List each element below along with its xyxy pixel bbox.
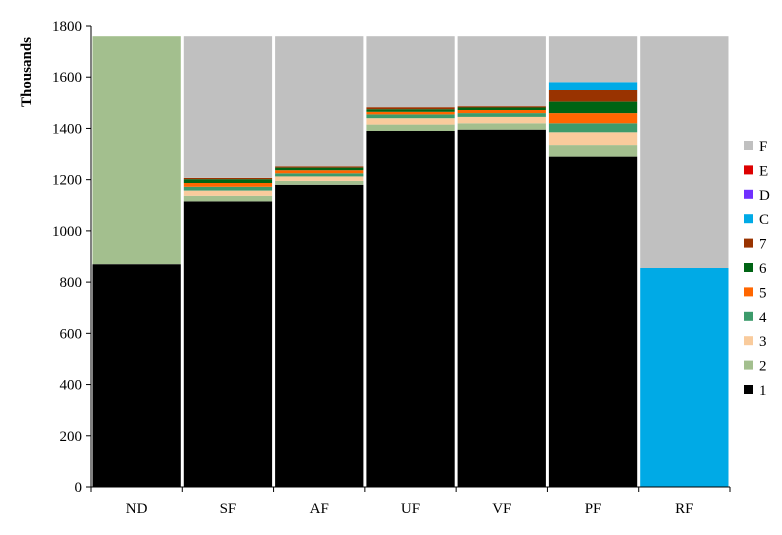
- legend-swatch-e: [744, 165, 753, 175]
- bar-segment-pf-series-2: [548, 145, 638, 157]
- legend-swatch-5: [744, 287, 753, 297]
- legend-label-2: 2: [759, 359, 767, 375]
- y-tick-label: 600: [60, 326, 83, 342]
- legend-swatch-f: [744, 141, 753, 150]
- legend-swatch-7: [744, 238, 753, 248]
- legend-label-6: 6: [759, 261, 767, 277]
- bar-segment-uf-series-4: [366, 114, 455, 119]
- x-tick-label-uf: UF: [401, 501, 420, 517]
- bar-segment-pf-series-c: [548, 82, 638, 90]
- legend-swatch-3: [744, 336, 753, 346]
- bar-segment-pf-series-1: [548, 156, 638, 487]
- bar-segment-nd-series-2: [92, 36, 181, 265]
- y-tick-label: 0: [75, 480, 83, 496]
- bar-segment-pf-series-6: [548, 101, 638, 114]
- x-tick-label-pf: PF: [585, 501, 602, 517]
- bar-segment-vf-series-6: [457, 107, 546, 110]
- x-tick-label-nd: ND: [126, 501, 148, 517]
- bar-segment-pf-series-5: [548, 113, 638, 124]
- legend-label-1: 1: [759, 383, 767, 399]
- bar-segment-uf-series-7: [366, 107, 455, 110]
- bar-segment-af-series-4: [275, 173, 364, 177]
- x-tick-label-vf: VF: [492, 501, 511, 517]
- y-tick-label: 800: [60, 275, 83, 291]
- y-tick-label: 400: [60, 378, 83, 394]
- legend-label-e: E: [759, 163, 768, 179]
- bar-segment-uf-series-1: [366, 131, 455, 487]
- bar-segment-uf-series-6: [366, 109, 455, 112]
- x-tick-label-rf: RF: [675, 501, 693, 517]
- bar-segment-af-series-5: [275, 170, 364, 174]
- bar-segment-sf-series-2: [183, 195, 273, 202]
- legend-label-d: D: [759, 188, 770, 204]
- bar-segment-rf-series-c: [640, 268, 729, 487]
- bar-segment-pf-series-3: [548, 132, 638, 146]
- x-tick-label-sf: SF: [220, 501, 237, 517]
- legend-swatch-4: [744, 311, 753, 321]
- bar-segment-af-series-6: [275, 167, 364, 171]
- legend-swatch-d: [744, 189, 753, 199]
- bar-segment-af-series-3: [275, 176, 364, 181]
- bar-segment-sf-series-7: [183, 177, 273, 180]
- bar-segment-vf-series-4: [457, 113, 546, 117]
- bar-segment-pf-series-f: [548, 36, 638, 83]
- bar-segment-pf-series-7: [548, 90, 638, 102]
- bar-segment-sf-series-f: [183, 36, 273, 178]
- bar-segment-sf-series-5: [183, 183, 273, 187]
- y-tick-label: 200: [60, 429, 83, 445]
- bar-segment-sf-series-4: [183, 186, 273, 191]
- bar-segment-uf-series-5: [366, 111, 455, 115]
- bar-segment-uf-series-f: [366, 36, 455, 108]
- legend-label-7: 7: [759, 237, 767, 253]
- legend-swatch-c: [744, 214, 753, 224]
- bar-segment-sf-series-6: [183, 179, 273, 183]
- bar-segment-sf-series-3: [183, 190, 273, 196]
- legend-label-c: C: [759, 212, 769, 228]
- y-tick-label: 1000: [52, 224, 82, 240]
- bar-segment-nd-series-1: [92, 264, 181, 487]
- y-axis: 0 200 400 600 800 1000 1200 1400 1600 1800: [52, 19, 92, 496]
- legend-label-f: F: [759, 139, 767, 155]
- legend-swatch-1: [744, 385, 753, 394]
- legend-label-5: 5: [759, 285, 767, 301]
- bar-segment-uf-series-3: [366, 118, 455, 125]
- y-tick-label: 1800: [52, 19, 82, 35]
- y-tick-label: 1400: [52, 121, 82, 137]
- bar-segment-vf-series-1: [457, 129, 546, 487]
- bar-segment-pf-series-4: [548, 123, 638, 133]
- bar-segment-af-series-7: [275, 166, 364, 168]
- y-axis-label: Thousands: [19, 37, 35, 107]
- bar-segment-af-series-1: [275, 184, 364, 488]
- bar-segment-rf-series-f: [640, 36, 729, 269]
- x-tick-label-af: AF: [310, 501, 329, 517]
- bar-segment-vf-series-3: [457, 116, 546, 124]
- y-tick-label: 1200: [52, 173, 82, 189]
- legend-swatch-6: [744, 263, 753, 272]
- legend-swatch-2: [744, 360, 753, 370]
- bar-segment-af-series-f: [275, 36, 364, 167]
- bar-segment-vf-series-2: [457, 123, 546, 130]
- legend-label-3: 3: [759, 334, 767, 350]
- bar-segment-sf-series-1: [183, 201, 273, 487]
- bar-segment-vf-series-f: [457, 36, 546, 107]
- x-axis: ND SF AF UF VF PF RF: [90, 486, 731, 517]
- y-tick-label: 1600: [52, 70, 82, 86]
- legend-label-4: 4: [759, 310, 767, 326]
- bar-segment-uf-series-2: [366, 124, 455, 131]
- bar-segment-vf-series-5: [457, 110, 546, 114]
- bar-segment-vf-series-7: [457, 106, 546, 108]
- bar-segment-af-series-2: [275, 180, 364, 185]
- bars-layer: [92, 36, 729, 488]
